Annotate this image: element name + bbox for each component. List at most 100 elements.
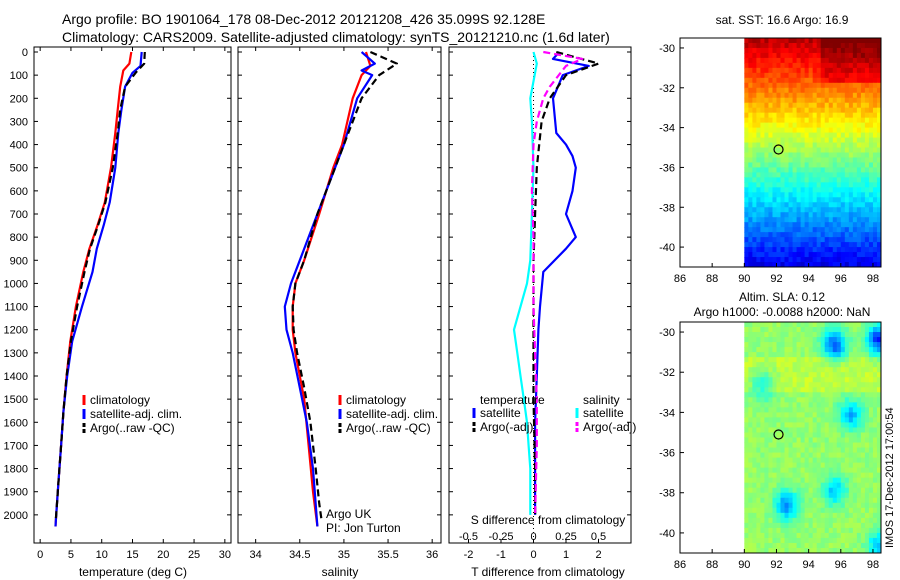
heatmap-cell [788, 447, 794, 454]
heatmap-cell [804, 457, 810, 464]
heatmap-cell [800, 202, 806, 208]
heatmap-cell [868, 82, 874, 89]
heatmap-cell [860, 407, 866, 413]
heatmap-cell [828, 122, 834, 129]
heatmap-cell [852, 457, 858, 464]
heatmap-cell [840, 72, 846, 79]
heatmap-cell [788, 397, 794, 403]
heatmap-cell [744, 542, 749, 549]
heatmap-cell [872, 38, 878, 44]
imos-footer: IMOS 17-Dec-2012 17:00:54 [884, 407, 896, 548]
heatmap-cell [748, 447, 753, 454]
heatmap-cell [804, 262, 810, 267]
heatmap-cell [852, 322, 858, 328]
heatmap-cell [796, 502, 802, 509]
heatmap-cell [748, 322, 753, 328]
heatmap-cell [872, 97, 878, 104]
heatmap-cell [772, 342, 778, 348]
heatmap-cell [828, 377, 834, 383]
heatmap-cell [876, 457, 881, 464]
heatmap-cell [772, 437, 778, 444]
heatmap-cell [748, 207, 753, 213]
heatmap-cell [788, 387, 794, 393]
heatmap-cell [840, 97, 846, 104]
heatmap-cell [772, 107, 778, 114]
heatmap-cell [764, 222, 770, 228]
heatmap-cell [828, 82, 834, 89]
heatmap-cell [748, 247, 753, 253]
heatmap-cell [752, 412, 757, 419]
heatmap-cell [816, 437, 822, 444]
heatmap-cell [780, 327, 786, 333]
heatmap-cell [836, 62, 842, 69]
heatmap-cell [796, 72, 802, 79]
heatmap-cell [776, 152, 782, 159]
heatmap-cell [764, 207, 770, 213]
heatmap-cell [748, 472, 753, 479]
heatmap-cell [868, 137, 874, 144]
heatmap-cell [780, 112, 786, 119]
heatmap-cell [844, 107, 850, 114]
heatmap-cell [780, 187, 786, 193]
heatmap-cell [760, 67, 766, 74]
heatmap-cell [780, 62, 786, 69]
heatmap-cell [860, 347, 866, 353]
heatmap-cell [832, 447, 838, 454]
heatmap-cell [840, 167, 846, 174]
heatmap-cell [832, 352, 838, 358]
heatmap-cell [840, 462, 846, 469]
heatmap-cell [848, 227, 854, 233]
heatmap-cell [848, 442, 854, 449]
heatmap-cell [876, 57, 881, 64]
heatmap-cell [820, 532, 826, 539]
heatmap-cell [856, 162, 862, 169]
heatmap-cell [832, 427, 838, 434]
heatmap-cell [768, 122, 774, 129]
heatmap-cell [748, 182, 753, 188]
heatmap-cell [804, 177, 810, 183]
heatmap-cell [804, 422, 810, 429]
heatmap-cell [744, 72, 749, 79]
heatmap-cell [820, 232, 826, 238]
heatmap-cell [800, 177, 806, 183]
heatmap-cell [808, 187, 814, 193]
salinity-axis: 34 34.5 35 35.5 36 [250, 47, 438, 561]
heatmap-cell [852, 507, 858, 514]
heatmap-cell [820, 342, 826, 348]
heatmap-cell [844, 497, 850, 504]
heatmap-cell [840, 482, 846, 489]
heatmap-cell [776, 397, 782, 403]
heatmap-cell [816, 257, 822, 263]
sst-map-panel: sat. SST: 16.6 Argo: 16.9 86 88 90 92 94 96 98… [659, 13, 882, 285]
heatmap-cell [852, 122, 858, 129]
heatmap-cell [868, 62, 874, 69]
heatmap-cell [780, 502, 786, 509]
heatmap-cell [760, 322, 766, 328]
heatmap-cell [784, 347, 790, 353]
heatmap-cell [760, 77, 766, 84]
heatmap-cell [776, 507, 782, 514]
heatmap-cell [816, 77, 822, 84]
heatmap-cell [756, 172, 761, 178]
heatmap-cell [788, 167, 794, 174]
heatmap-cell [800, 207, 806, 213]
heatmap-cell [752, 132, 757, 139]
heatmap-cell [840, 357, 846, 363]
heatmap-cell [764, 542, 770, 549]
heatmap-cell [848, 502, 854, 509]
heatmap-cell [824, 462, 830, 469]
heatmap-cell [768, 212, 774, 218]
heatmap-cell [820, 477, 826, 484]
heatmap-cell [820, 172, 826, 178]
heatmap-cell [820, 442, 826, 449]
heatmap-cell [764, 177, 770, 183]
heatmap-cell [752, 507, 757, 514]
heatmap-cell [804, 87, 810, 94]
heatmap-cell [776, 362, 782, 368]
heatmap-cell [812, 207, 818, 213]
heatmap-cell [820, 492, 826, 499]
heatmap-cell [796, 192, 802, 198]
heatmap-cell [768, 427, 774, 434]
depth-tick-label: 1000 [4, 278, 28, 290]
heatmap-cell [744, 117, 749, 124]
